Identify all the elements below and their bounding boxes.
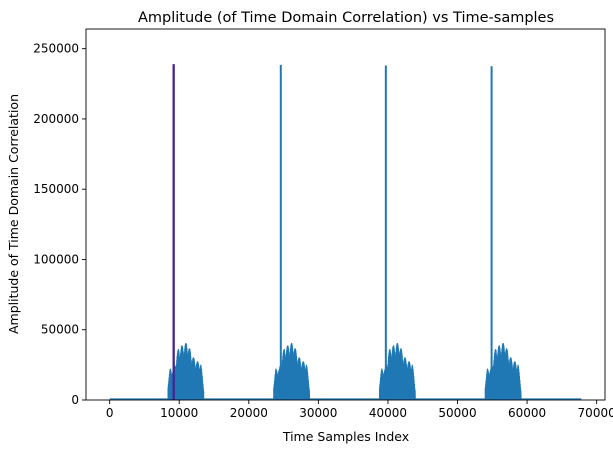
y-tick-label: 100000 [33, 252, 79, 266]
y-tick-label: 50000 [41, 323, 79, 337]
y-axis-label: Amplitude of Time Domain Correlation [6, 94, 21, 334]
plot-area [85, 28, 606, 401]
x-tick-label: 70000 [578, 406, 613, 420]
y-tick-label: 150000 [33, 182, 79, 196]
y-tick-label: 200000 [33, 112, 79, 126]
plot-frame [85, 28, 606, 401]
y-tick-label: 250000 [33, 42, 79, 56]
x-axis-label: Time Samples Index [282, 429, 409, 444]
y-tick-label: 0 [71, 393, 79, 407]
x-tick-label: 30000 [299, 406, 337, 420]
x-tick-label: 60000 [508, 406, 546, 420]
x-tick-label: 40000 [369, 406, 407, 420]
chart-title: Amplitude (of Time Domain Correlation) v… [138, 10, 554, 26]
x-tick-label: 50000 [438, 406, 476, 420]
data-layer [109, 64, 582, 400]
y-axis-ticks: 0 50000 100000 150000 200000 250000 [33, 42, 86, 407]
x-tick-label: 20000 [230, 406, 268, 420]
x-tick-label: 0 [106, 406, 114, 420]
x-axis-ticks: 0 10000 20000 30000 40000 50000 60000 70000 [106, 400, 613, 420]
series-line [109, 342, 582, 400]
x-tick-label: 10000 [160, 406, 198, 420]
